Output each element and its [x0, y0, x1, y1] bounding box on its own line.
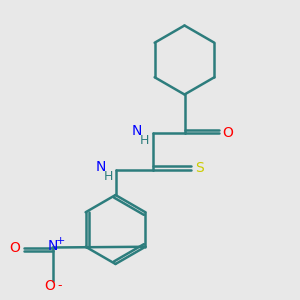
Text: H: H: [140, 134, 150, 147]
Text: -: -: [58, 279, 62, 292]
Text: O: O: [44, 280, 55, 293]
Text: N: N: [96, 160, 106, 174]
Text: O: O: [10, 241, 20, 254]
Text: N: N: [47, 239, 58, 253]
Text: +: +: [55, 236, 65, 247]
Text: H: H: [104, 169, 114, 183]
Text: O: O: [223, 127, 233, 140]
Text: N: N: [131, 124, 142, 138]
Text: S: S: [195, 161, 204, 175]
